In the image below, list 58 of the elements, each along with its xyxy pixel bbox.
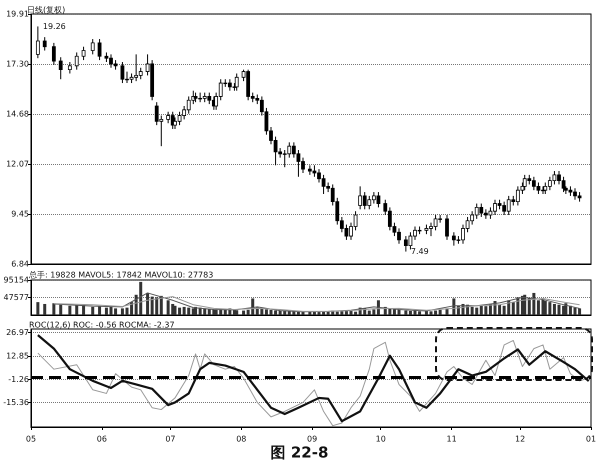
bar bbox=[235, 310, 238, 315]
x-tick-label: 09 bbox=[307, 434, 318, 444]
annotation: 19.26 bbox=[42, 22, 66, 31]
bar bbox=[36, 302, 40, 315]
candlestick bbox=[358, 186, 362, 210]
x-tick-label: 06 bbox=[96, 434, 107, 444]
bar bbox=[59, 304, 62, 315]
bar bbox=[68, 306, 72, 315]
candlestick bbox=[445, 214, 449, 240]
y-tick-label: 12.85 bbox=[6, 351, 29, 360]
candlestick bbox=[98, 38, 102, 61]
y-tick-label: -1.26 bbox=[8, 374, 29, 384]
candlestick bbox=[207, 92, 212, 105]
candlestick bbox=[90, 38, 95, 55]
y-tick-label: 9.45 bbox=[11, 210, 29, 219]
line-series bbox=[53, 292, 580, 312]
y-tick-label: 14.68 bbox=[6, 110, 29, 119]
x-tick-label: 01 bbox=[586, 434, 596, 444]
candlestick bbox=[166, 111, 170, 124]
x-tick-label: 10 bbox=[376, 434, 386, 444]
text: 总手: 19828 MAVOL5: 17842 MAVOL10: 27783 bbox=[28, 270, 214, 280]
candlestick bbox=[82, 46, 86, 61]
y-tick-label: 95154 bbox=[4, 276, 29, 284]
bar bbox=[75, 305, 78, 315]
candlestick bbox=[36, 26, 40, 59]
y-tick-label: 12.07 bbox=[6, 159, 29, 168]
x-tick-label: 05 bbox=[26, 434, 36, 444]
annotation: ROC(12,6) ROC: -0.56 ROCMA: -2.37 bbox=[29, 320, 175, 330]
candlestick bbox=[74, 52, 79, 70]
y-tick-label: 17.30 bbox=[6, 59, 29, 68]
candlestick bbox=[68, 62, 72, 74]
line-series bbox=[53, 296, 580, 312]
candlestick bbox=[42, 36, 47, 52]
candlestick bbox=[58, 56, 63, 80]
bar bbox=[82, 305, 86, 315]
y-tick-label: 19.91 bbox=[6, 10, 29, 18]
bar bbox=[146, 292, 150, 315]
x-tick-label: 12 bbox=[515, 434, 526, 444]
y-tick-label: -15.36 bbox=[3, 398, 29, 408]
bar bbox=[208, 309, 211, 315]
annotation: 7.49 bbox=[410, 247, 429, 256]
chart-title: 日线(复权) bbox=[27, 6, 66, 14]
candlestick bbox=[154, 102, 159, 126]
candlestick bbox=[228, 78, 232, 92]
candlestick bbox=[52, 42, 56, 66]
bar bbox=[242, 310, 246, 315]
y-tick-label: 47577 bbox=[4, 293, 29, 302]
y-tick-label: 6.84 bbox=[11, 260, 29, 268]
y-tick-label: 26.97 bbox=[6, 328, 29, 337]
bar bbox=[43, 304, 46, 315]
x-tick-label: 11 bbox=[446, 434, 457, 444]
x-tick-label: 07 bbox=[165, 434, 176, 444]
caption: 图 22-8 bbox=[270, 444, 328, 462]
x-tick-label: 08 bbox=[236, 434, 246, 444]
bar bbox=[166, 300, 170, 315]
bar bbox=[91, 306, 94, 315]
bar bbox=[214, 310, 218, 315]
bar bbox=[52, 303, 56, 315]
